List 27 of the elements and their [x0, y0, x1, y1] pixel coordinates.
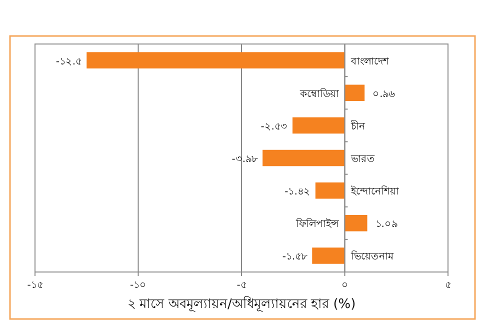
y-tick-label: বাংলাদেশ — [350, 56, 390, 68]
x-tick-label: -৫ — [236, 280, 246, 291]
y-tick-label: ভিয়েতনাম — [350, 250, 394, 263]
bar — [344, 84, 365, 101]
data-label: -১.৫৮ — [282, 252, 308, 263]
x-tick-label: ৫ — [445, 280, 451, 291]
x-tick-label: ০ — [341, 280, 348, 291]
bar — [344, 215, 368, 232]
y-tick-label: কম্বোডিয়া — [298, 88, 340, 100]
data-label: -২.৫৩ — [260, 121, 288, 132]
bar — [262, 150, 345, 166]
data-label: -৩.৯৮ — [232, 154, 259, 165]
data-label: -১.৪২ — [284, 186, 310, 198]
bar — [86, 52, 345, 68]
bar — [292, 117, 345, 134]
y-tick-label: চীন — [350, 119, 366, 132]
y-tick-label: ইন্দোনেশিয়া — [350, 186, 400, 198]
y-tick-label: ভারত — [350, 154, 375, 165]
data-label: -১২.৫ — [56, 56, 82, 68]
bar — [312, 248, 345, 264]
x-tick-label: -১০ — [130, 280, 147, 291]
x-axis-title: ২ মাসে অবমূল্যায়ন/অধিমূল্যায়নের হার (%) — [127, 296, 356, 312]
bar — [315, 182, 345, 199]
data-label: ০.৯৬ — [372, 88, 396, 100]
y-tick-label: ফিলিপাইন্স — [294, 218, 339, 230]
x-tick-label: -১৫ — [27, 280, 43, 291]
data-label: ১.০৯ — [375, 219, 398, 230]
